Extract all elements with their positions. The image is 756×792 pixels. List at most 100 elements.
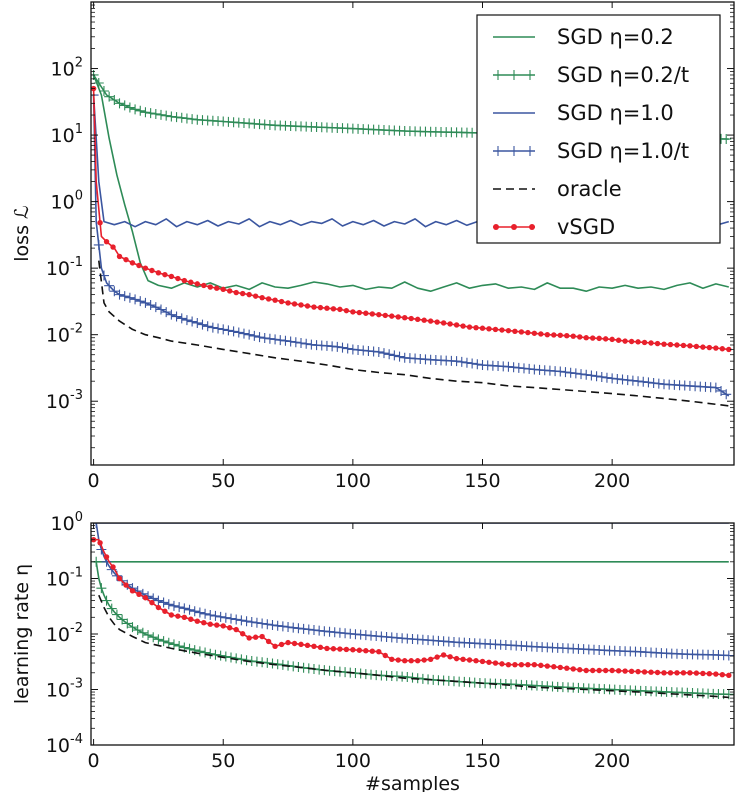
- series-point: [434, 654, 440, 660]
- series-point: [332, 341, 343, 352]
- series-point: [343, 307, 350, 314]
- series-point: [123, 582, 129, 588]
- series-point: [531, 330, 538, 336]
- series-point: [555, 366, 566, 377]
- y-tick-label: 10-3: [46, 388, 83, 413]
- series-point: [109, 95, 120, 106]
- series-point: [661, 341, 667, 347]
- series-point: [330, 306, 337, 312]
- legend-box: [476, 14, 721, 244]
- series-point: [184, 643, 195, 654]
- x-tick-label: 100: [335, 470, 371, 492]
- series-point: [194, 618, 201, 624]
- series-point: [239, 631, 246, 637]
- series-point: [171, 311, 182, 322]
- series-point: [324, 645, 330, 652]
- series-point: [127, 622, 138, 633]
- series-point: [158, 636, 169, 647]
- series-point: [176, 313, 187, 324]
- series-point: [648, 340, 654, 346]
- series-point: [434, 319, 440, 325]
- series-point: [337, 306, 343, 313]
- series-point: [189, 606, 200, 617]
- series-point: [505, 661, 512, 668]
- series-point: [194, 281, 201, 287]
- series-point: [298, 641, 304, 648]
- series-point: [518, 661, 525, 668]
- series-point: [181, 113, 192, 124]
- series-point: [447, 321, 453, 327]
- series-point: [473, 658, 479, 664]
- series-point: [453, 322, 460, 328]
- series-point: [479, 658, 486, 665]
- series-point: [421, 657, 427, 663]
- series-point: [252, 634, 259, 640]
- y-tick-label: 10-2: [46, 322, 83, 347]
- series-point: [197, 319, 208, 330]
- series-point: [142, 265, 149, 271]
- series-point: [161, 307, 172, 318]
- y-tick-label: 10-1: [46, 255, 83, 280]
- series-point: [557, 664, 563, 671]
- series-point: [148, 632, 159, 643]
- series-point: [135, 296, 146, 307]
- series-point: [402, 314, 408, 321]
- series-point: [505, 327, 512, 334]
- series-point: [612, 373, 623, 384]
- series-point: [205, 609, 216, 620]
- series-point: [467, 358, 478, 369]
- y-tick-exponent: 0: [75, 189, 83, 204]
- series-point: [285, 336, 296, 347]
- series-point: [317, 644, 324, 651]
- series-point: [643, 377, 654, 388]
- series-point: [389, 656, 395, 663]
- legend-marker: [493, 70, 503, 80]
- series-point: [140, 297, 151, 308]
- series-point: [226, 613, 237, 624]
- series-point: [427, 656, 434, 663]
- series-point: [633, 376, 644, 387]
- series-point: [270, 334, 281, 345]
- y-tick-base: 10: [51, 59, 75, 81]
- series-point: [447, 654, 453, 660]
- legend: SGD η=0.2 SGD η=0.2/t SGD η=1.0 SGD η=1.0/t…: [476, 14, 721, 244]
- y-tick-label: 101: [51, 122, 83, 147]
- series-point: [369, 311, 376, 317]
- legend-marker: [525, 146, 535, 156]
- series-point: [667, 341, 674, 348]
- series-point: [615, 668, 622, 674]
- series-point: [586, 370, 597, 381]
- series-point: [570, 666, 576, 672]
- legend-label-sgd-1-0: SGD η=1.0: [557, 101, 674, 125]
- series-point: [106, 603, 117, 614]
- series-point: [648, 669, 654, 675]
- series-point: [236, 615, 247, 626]
- series-point: [617, 374, 628, 385]
- series-point: [304, 642, 311, 649]
- series-point: [140, 107, 151, 118]
- series-point: [205, 648, 216, 659]
- series-point: [648, 378, 659, 389]
- series-point: [162, 271, 168, 278]
- series-point: [461, 357, 472, 368]
- series-point: [622, 338, 628, 344]
- series-point: [503, 361, 514, 372]
- series-point: [272, 297, 278, 303]
- series-point: [233, 289, 239, 296]
- series-point: [174, 602, 185, 613]
- series-point: [135, 105, 146, 116]
- series-point: [285, 639, 291, 646]
- series-point: [265, 638, 272, 645]
- series-point: [680, 342, 687, 349]
- series-point: [259, 333, 270, 344]
- series-point: [194, 607, 205, 618]
- series-point: [451, 356, 462, 367]
- series-point: [421, 317, 427, 323]
- series-point: [200, 608, 211, 619]
- series-point: [278, 641, 285, 648]
- series-point: [308, 625, 319, 636]
- series-point: [249, 330, 260, 341]
- series-point: [311, 643, 317, 650]
- series-point: [210, 649, 221, 660]
